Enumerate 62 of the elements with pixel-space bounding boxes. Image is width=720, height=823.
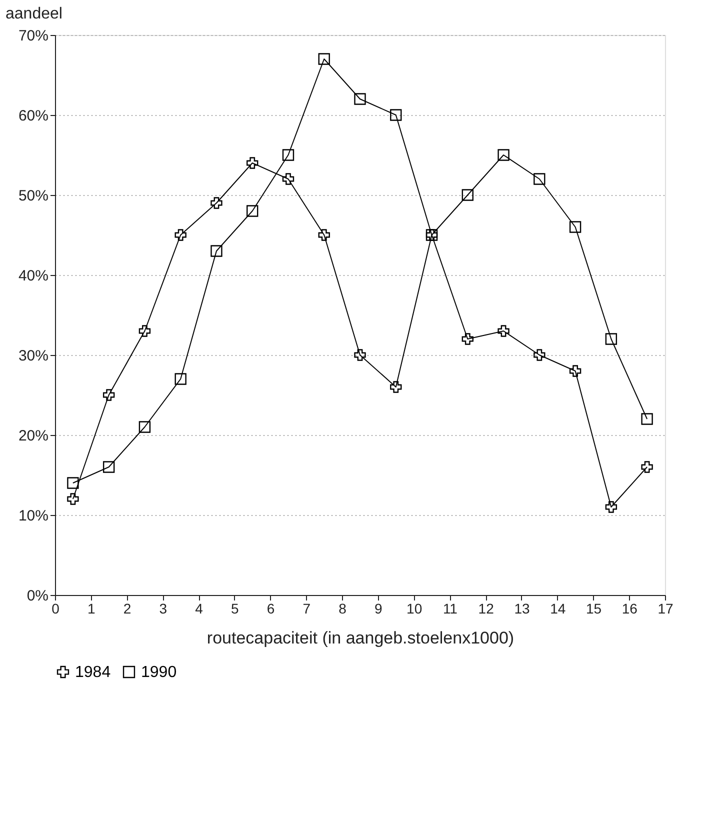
- point: [138, 421, 151, 433]
- point: [282, 173, 294, 185]
- x-tick-label: 16: [622, 600, 638, 616]
- point: [534, 349, 546, 361]
- x-tick-label: 13: [514, 600, 530, 616]
- point: [138, 325, 151, 337]
- point: [569, 365, 582, 377]
- x-tick-label: 8: [338, 600, 347, 616]
- x-tick-label: 11: [442, 600, 458, 616]
- point: [210, 197, 222, 209]
- y-tick-label: 20%: [18, 428, 48, 444]
- x-tick-label: 12: [478, 600, 494, 616]
- point: [534, 173, 546, 185]
- legend-label: 1984: [75, 664, 111, 681]
- y-tick-label: 40%: [18, 268, 48, 284]
- x-tick-label: 4: [195, 600, 204, 616]
- y-tick-label: 50%: [18, 188, 48, 204]
- x-tick-label: 2: [123, 600, 132, 616]
- point: [498, 149, 510, 161]
- point: [174, 373, 186, 385]
- legend-label: 1990: [141, 664, 177, 681]
- point: [462, 189, 474, 201]
- y-tick-label: 70%: [18, 28, 48, 44]
- point: [102, 389, 115, 401]
- point: [318, 229, 330, 241]
- y-tick-label: 60%: [18, 108, 48, 124]
- point: [102, 461, 115, 473]
- point: [318, 53, 330, 65]
- x-tick-label: 14: [550, 600, 566, 616]
- point: [246, 205, 258, 217]
- y-tick-label: 0%: [26, 588, 48, 604]
- point: [498, 325, 510, 337]
- y-tick-label: 10%: [18, 508, 48, 524]
- point: [210, 245, 222, 257]
- x-tick-label: 7: [302, 600, 311, 616]
- point: [605, 501, 618, 513]
- x-tick-label: 15: [586, 600, 602, 616]
- x-tick-label: 1: [87, 600, 96, 616]
- point: [67, 477, 79, 489]
- x-tick-label: 3: [159, 600, 168, 616]
- x-tick-label: 5: [231, 600, 240, 616]
- point: [569, 221, 582, 233]
- x-axis-title: routecapaciteit (in aangeb.stoelenx1000): [206, 628, 514, 648]
- point: [390, 381, 402, 393]
- point: [641, 413, 653, 425]
- point: [354, 93, 366, 105]
- point: [354, 349, 366, 361]
- point: [641, 461, 653, 473]
- y-tick-label: 30%: [18, 348, 48, 364]
- point: [462, 333, 474, 345]
- x-tick-label: 0: [52, 600, 60, 616]
- point: [605, 333, 618, 345]
- x-tick-label: 10: [406, 600, 422, 616]
- point: [174, 229, 186, 241]
- point: [67, 493, 79, 505]
- point: [282, 149, 294, 161]
- x-tick-label: 9: [374, 600, 383, 616]
- point: [390, 109, 402, 121]
- point: [246, 157, 258, 169]
- x-tick-label: 17: [658, 600, 674, 616]
- y-axis-title: aandeel: [6, 6, 62, 22]
- x-tick-label: 6: [266, 600, 275, 616]
